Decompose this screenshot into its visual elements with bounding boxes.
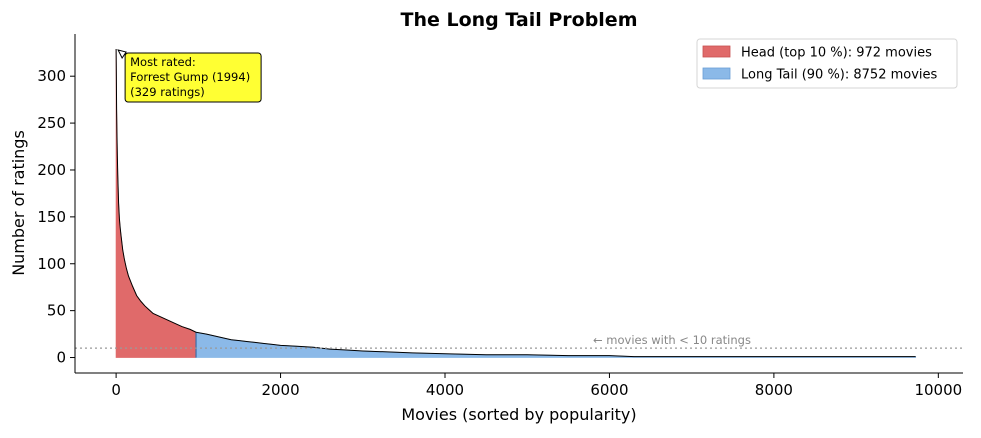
x-tick-label: 10000: [914, 381, 962, 399]
y-tick-label: 200: [37, 161, 66, 179]
annotation-box: [124, 52, 262, 103]
legend-frame: [696, 38, 958, 89]
legend-swatch-tail: [702, 67, 731, 80]
x-tick-label: 4000: [426, 381, 464, 399]
annotation-arrow-head: [117, 49, 127, 59]
y-tick-label: 0: [56, 349, 66, 367]
legend-label-tail: Long Tail (90 %): 8752 movies: [741, 68, 938, 83]
x-tick-label: 8000: [755, 381, 793, 399]
y-tick-label: 100: [37, 255, 66, 273]
y-tick-label: 150: [37, 208, 66, 226]
annotation-text-line: (329 ratings): [130, 85, 205, 99]
popularity-curve: [115, 48, 916, 358]
y-tick-label: 50: [47, 302, 66, 320]
annotation-text-line: Forrest Gump (1994): [130, 70, 250, 84]
y-axis-label: Number of ratings: [9, 130, 28, 276]
x-axis-label: Movies (sorted by popularity): [401, 405, 636, 424]
threshold-label: ← movies with < 10 ratings: [593, 333, 751, 347]
chart-title: The Long Tail Problem: [400, 9, 637, 31]
y-tick-label: 300: [37, 67, 66, 85]
x-tick-label: 2000: [261, 381, 299, 399]
legend: Head (top 10 %): 972 movies Long Tail (9…: [696, 38, 958, 89]
legend-swatch-head: [702, 45, 731, 58]
annotation-text-line: Most rated:: [130, 55, 196, 69]
legend-label-head: Head (top 10 %): 972 movies: [741, 46, 932, 61]
x-tick-label: 6000: [590, 381, 628, 399]
area-long-tail: [195, 331, 917, 358]
x-tick-label: 0: [111, 381, 121, 399]
y-tick-label: 250: [37, 114, 66, 132]
